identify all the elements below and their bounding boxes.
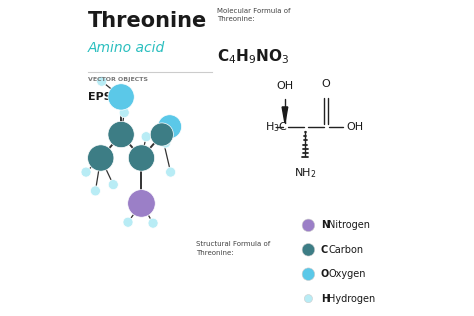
Circle shape — [158, 115, 182, 139]
Text: C$_4$H$_9$NO$_3$: C$_4$H$_9$NO$_3$ — [217, 47, 289, 65]
Circle shape — [302, 268, 315, 281]
Circle shape — [302, 219, 315, 232]
Text: O: O — [321, 79, 330, 89]
Text: EPS 10: EPS 10 — [88, 92, 131, 102]
Text: Structural Formula of
Threonine:: Structural Formula of Threonine: — [196, 241, 271, 256]
Circle shape — [161, 138, 171, 148]
Text: NH$_2$: NH$_2$ — [294, 166, 317, 180]
Circle shape — [165, 167, 175, 177]
Text: VECTOR OBJECTS: VECTOR OBJECTS — [88, 76, 148, 82]
Text: Nitrogen: Nitrogen — [328, 220, 371, 230]
Circle shape — [97, 76, 107, 86]
Circle shape — [108, 179, 118, 190]
Circle shape — [91, 186, 100, 196]
Circle shape — [88, 145, 114, 171]
Circle shape — [150, 123, 173, 146]
Text: Amino acid: Amino acid — [88, 40, 165, 55]
Text: N: N — [321, 220, 329, 230]
Circle shape — [141, 132, 151, 142]
Text: H: H — [321, 294, 329, 304]
Polygon shape — [282, 107, 288, 123]
Text: OH: OH — [276, 81, 293, 91]
Circle shape — [304, 295, 312, 303]
Circle shape — [123, 217, 133, 227]
Circle shape — [148, 218, 158, 228]
Circle shape — [81, 167, 91, 177]
Text: Threonine: Threonine — [88, 11, 208, 31]
Circle shape — [128, 190, 155, 217]
Text: H$_3$C: H$_3$C — [265, 120, 288, 134]
Text: O: O — [321, 269, 329, 279]
Circle shape — [108, 84, 134, 110]
Circle shape — [302, 244, 315, 256]
Text: OH: OH — [346, 122, 364, 132]
Text: Carbon: Carbon — [328, 245, 364, 255]
Text: Oxygen: Oxygen — [328, 269, 366, 279]
Text: Hydrogen: Hydrogen — [328, 294, 376, 304]
Text: Molecular Formula of
Threonine:: Molecular Formula of Threonine: — [217, 8, 290, 22]
Circle shape — [119, 107, 129, 118]
Circle shape — [128, 145, 155, 171]
Text: C: C — [321, 245, 328, 255]
Circle shape — [108, 121, 134, 148]
